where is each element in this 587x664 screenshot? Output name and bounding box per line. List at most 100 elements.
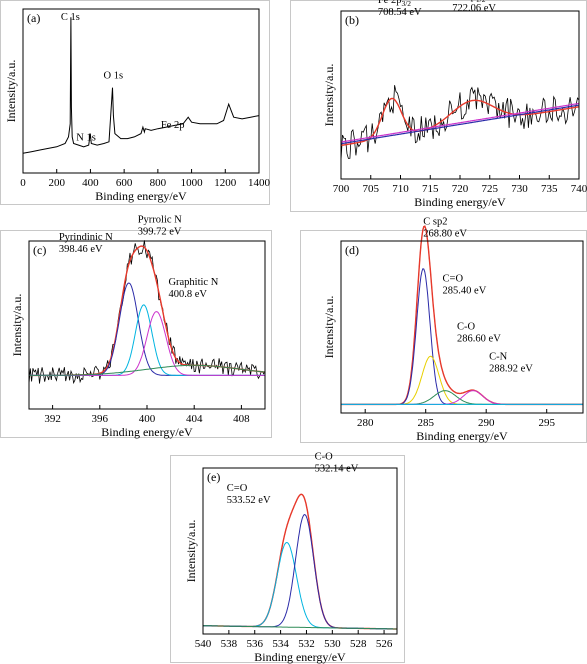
annotation-value-c-1: 399.72 eV bbox=[138, 226, 182, 237]
x-tick-label-a-6: 1200 bbox=[214, 177, 237, 189]
annotation-value-c-0: 398.46 eV bbox=[59, 244, 103, 255]
x-tick-label-e-1: 538 bbox=[221, 638, 238, 650]
chart-svg-b: 700 705 710 715 720 725 730 735 740 Binding energ… bbox=[322, 0, 587, 209]
annotation-a-3: Fe 2p bbox=[161, 120, 185, 131]
x-tick-label-b-4: 720 bbox=[452, 183, 469, 195]
chart-panel-c: 392 396 400 404 408 Binding energy/eV Intensit… bbox=[0, 214, 272, 439]
series-e-c-eq-o bbox=[203, 541, 397, 630]
annotation-c-2: Graphitic N bbox=[168, 277, 218, 288]
annotation-value-e-1: 532.14 eV bbox=[315, 464, 359, 475]
series-b-component bbox=[340, 102, 580, 143]
chart-svg-d: 280 285 290 295 Binding energy/eV Intensity/a… bbox=[322, 217, 584, 443]
x-tick-label-a-3: 600 bbox=[116, 177, 133, 189]
x-tick-label-c-1: 396 bbox=[92, 413, 109, 425]
panel-label-d: (d) bbox=[345, 243, 359, 257]
x-tick-label-a-2: 400 bbox=[82, 177, 99, 189]
x-tick-label-b-5: 725 bbox=[482, 183, 499, 195]
x-tick-label-a-5: 1000 bbox=[181, 177, 204, 189]
annotation-e-0: C=O bbox=[227, 483, 248, 494]
annotation-a-2: O 1s bbox=[104, 70, 124, 81]
annotation-c-1: Pyrrolic N bbox=[138, 214, 182, 225]
annotation-e-1: C-O bbox=[315, 452, 334, 463]
x-tick-label-b-3: 715 bbox=[422, 183, 439, 195]
x-tick-label-b-1: 705 bbox=[363, 183, 380, 195]
annotation-b-0: Fe 2p3/2 bbox=[378, 0, 411, 8]
series-c-background bbox=[29, 364, 266, 376]
series-b-raw bbox=[340, 85, 580, 161]
annotation-value-b-0: 708.54 eV bbox=[378, 7, 422, 18]
x-axis-label-e: Binding energy/eV bbox=[254, 650, 346, 664]
x-tick-label-d-1: 285 bbox=[417, 417, 434, 429]
x-tick-label-c-2: 400 bbox=[139, 413, 156, 425]
series-c-raw bbox=[28, 240, 266, 385]
annotation-value-d-3: 288.92 eV bbox=[489, 364, 533, 375]
series-e-envelope bbox=[203, 493, 397, 630]
panel-label-c: (c) bbox=[33, 243, 46, 257]
x-tick-label-c-3: 404 bbox=[186, 413, 203, 425]
annotation-value-e-0: 533.52 eV bbox=[227, 495, 271, 506]
chart-svg-c: 392 396 400 404 408 Binding energy/eV Intensit… bbox=[10, 214, 266, 439]
y-axis-label-e: Intensity/a.u. bbox=[184, 520, 198, 583]
x-axis-label-b: Binding energy/eV bbox=[414, 195, 506, 209]
annotation-b-1: Fe 2p1/2 bbox=[452, 0, 485, 4]
series-c-pyridinic bbox=[29, 282, 265, 376]
x-axis-label-c: Binding energy/eV bbox=[101, 425, 193, 439]
x-tick-label-e-7: 526 bbox=[376, 638, 393, 650]
annotation-a-1: N 1s bbox=[76, 132, 96, 143]
x-tick-label-e-0: 540 bbox=[195, 638, 212, 650]
chart-panel-e: 540 538 536 534 532 530 528 526 Binding energy/e… bbox=[170, 452, 405, 664]
series-d-raw bbox=[341, 225, 583, 405]
annotation-value-c-2: 400.8 eV bbox=[168, 289, 207, 300]
x-tick-label-b-6: 730 bbox=[511, 183, 528, 195]
x-tick-label-e-5: 530 bbox=[324, 638, 341, 650]
series-e-raw bbox=[203, 493, 397, 630]
x-tick-label-e-3: 534 bbox=[272, 638, 289, 650]
annotation-value-d-1: 285.40 eV bbox=[443, 285, 487, 296]
panel-label-a: (a) bbox=[27, 11, 40, 25]
plot-frame-e bbox=[202, 467, 398, 635]
chart-panel-b: 700 705 710 715 720 725 730 735 740 Binding energ… bbox=[290, 0, 587, 212]
x-tick-label-e-2: 536 bbox=[246, 638, 263, 650]
x-tick-label-d-3: 295 bbox=[538, 417, 555, 429]
series-e-c-o bbox=[203, 514, 397, 630]
x-tick-label-b-7: 735 bbox=[541, 183, 558, 195]
y-axis-label-d: Intensity/a.u. bbox=[322, 296, 336, 359]
x-tick-label-d-0: 280 bbox=[357, 417, 374, 429]
y-axis-label-c: Intensity/a.u. bbox=[10, 294, 24, 357]
x-tick-label-e-4: 532 bbox=[298, 638, 315, 650]
chart-svg-a: 0 200 400 600 800 1000 1200 1400 Binding energy/… bbox=[4, 8, 271, 203]
x-tick-label-a-4: 800 bbox=[150, 177, 167, 189]
series-b-envelope bbox=[340, 97, 580, 147]
chart-panel-d: 280 285 290 295 Binding energy/eV Intensity/a… bbox=[300, 217, 587, 443]
x-tick-label-b-2: 710 bbox=[392, 183, 409, 195]
y-axis-label-a: Intensity/a.u. bbox=[4, 60, 18, 123]
x-tick-label-c-4: 408 bbox=[233, 413, 250, 425]
annotation-value-d-2: 286.60 eV bbox=[457, 334, 501, 345]
x-tick-label-a-1: 200 bbox=[48, 177, 65, 189]
annotation-d-3: C-N bbox=[489, 352, 508, 363]
series-a-survey bbox=[22, 17, 260, 154]
x-tick-label-e-6: 528 bbox=[350, 638, 367, 650]
panel-label-b: (b) bbox=[345, 13, 359, 27]
x-tick-label-a-0: 0 bbox=[20, 177, 26, 189]
x-tick-label-b-0: 700 bbox=[333, 183, 350, 195]
plot-frame-a bbox=[22, 8, 260, 174]
series-d-envelope bbox=[341, 225, 583, 406]
annotation-d-1: C=O bbox=[443, 273, 464, 284]
x-tick-label-d-2: 290 bbox=[478, 417, 495, 429]
plot-frame-c bbox=[28, 240, 266, 410]
x-tick-label-b-8: 740 bbox=[571, 183, 587, 195]
chart-panel-a: 0 200 400 600 800 1000 1200 1400 Binding energy/… bbox=[0, 0, 271, 205]
series-b-background bbox=[340, 104, 580, 145]
annotation-a-0: C 1s bbox=[61, 12, 80, 23]
x-axis-label-d: Binding energy/eV bbox=[416, 429, 508, 443]
x-tick-label-c-0: 392 bbox=[44, 413, 61, 425]
annotation-c-0: Pyrindinic N bbox=[59, 232, 113, 243]
annotation-value-d-0: 268.80 eV bbox=[423, 229, 467, 240]
x-axis-label-a: Binding energy/eV bbox=[95, 189, 187, 203]
annotation-d-2: C-O bbox=[457, 322, 476, 333]
x-tick-label-a-7: 1400 bbox=[248, 177, 271, 189]
annotation-d-0: C sp2 bbox=[423, 217, 447, 228]
annotation-value-b-1: 722.06 eV bbox=[452, 3, 496, 14]
plot-frame-d bbox=[340, 240, 584, 414]
